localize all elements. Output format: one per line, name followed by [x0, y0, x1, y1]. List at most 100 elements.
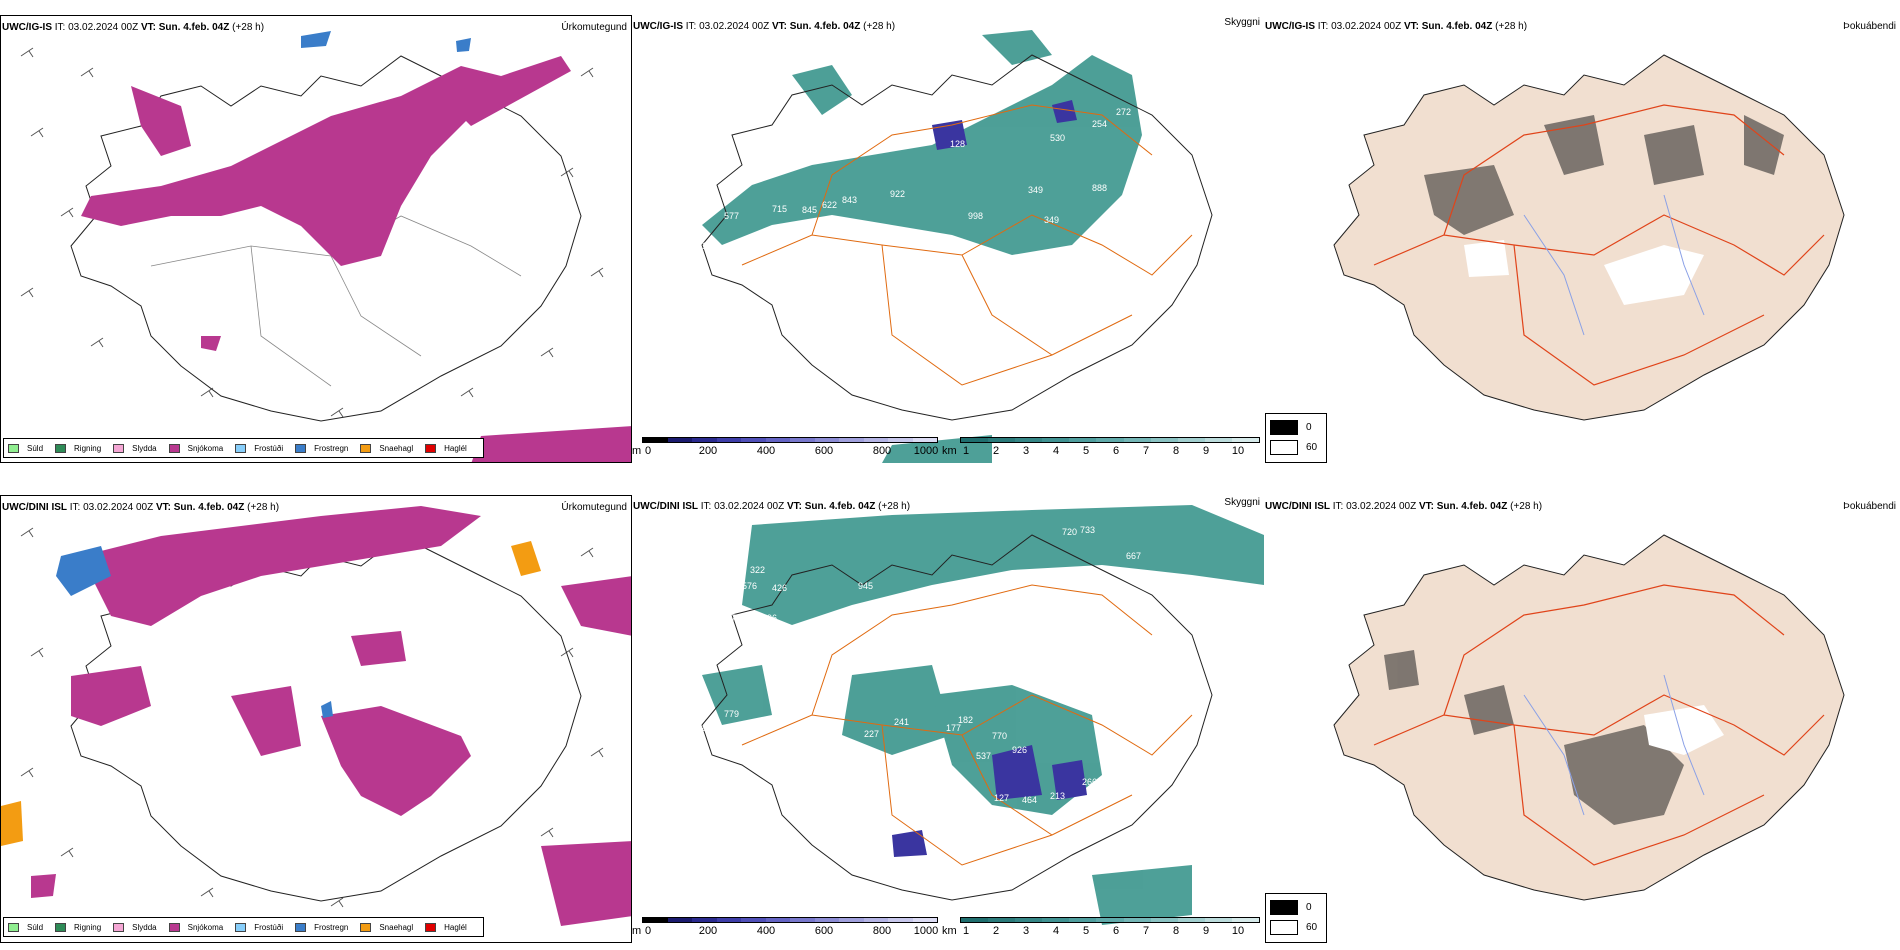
cloud-label: 55: [928, 865, 938, 875]
legend-label: Frostregn: [314, 922, 349, 932]
visibility-tick: 9: [1202, 445, 1210, 457]
glacier-patches: [1464, 240, 1704, 305]
cloud-base-tick: 800: [872, 445, 892, 457]
cloud-label: 426: [772, 583, 787, 593]
fog-panel-row1: UWC/IG-IS IT: 03.02.2024 00Z VT: Sun. 4.…: [1264, 15, 1900, 463]
cloud-label: 266: [1082, 777, 1097, 787]
cloud-label: 241: [894, 717, 909, 727]
fog-header-row1: UWC/IG-IS IT: 03.02.2024 00Z VT: Sun. 4.…: [1265, 21, 1527, 32]
cloud-title: Skyggni: [1224, 497, 1260, 508]
cloud-map-row2: 720 733 667 553 322 576 426 945 378 596 …: [692, 505, 1264, 925]
model-name: UWC/IG-IS: [1265, 21, 1315, 32]
visibility-tick: 3: [1022, 925, 1030, 937]
lead-time: (+28 h): [878, 501, 911, 512]
legend-label: Snaehagl: [379, 922, 414, 932]
valid-label: VT:: [1403, 21, 1419, 32]
legend-item: Snjókoma: [168, 922, 223, 932]
fog-title: Þokuábendi: [1843, 21, 1896, 32]
cloud-panel-row1: 386 128 530 541 254 272 314 922 843 622 …: [632, 15, 1264, 463]
fog-legend: 0 60: [1265, 893, 1327, 943]
freezing-rain-areas: [301, 31, 471, 52]
fog-swatch: [1270, 440, 1298, 455]
cloud-label: 541: [1134, 81, 1149, 91]
valid-time: Sun. 4.feb. 04Z: [173, 502, 245, 513]
valid-label: VT:: [771, 21, 787, 32]
model-name: UWC/DINI ISL: [2, 502, 67, 513]
cloud-base-gradient: [642, 917, 938, 923]
legend-label: Rigning: [74, 922, 102, 932]
river-lines: [1523, 194, 1705, 336]
legend-swatch: [360, 922, 372, 932]
cloud-label: 314: [1136, 153, 1151, 163]
cloud-base-tick: 0: [644, 445, 652, 457]
cloud-base-tick: 400: [756, 445, 776, 457]
legend-swatch: [168, 922, 180, 932]
cloud-header-row1: UWC/IG-IS IT: 03.02.2024 00Z VT: Sun. 4.…: [633, 21, 895, 32]
snow-areas: [81, 56, 631, 462]
legend-swatch: [55, 922, 67, 932]
fog-title: Þokuábendi: [1843, 501, 1896, 512]
cloud-label: 464: [1022, 795, 1037, 805]
legend-item: Súld: [8, 922, 43, 932]
cloud-label: 922: [890, 189, 905, 199]
legend-label: Rigning: [74, 443, 102, 453]
model-name: UWC/DINI ISL: [1265, 501, 1330, 512]
cloud-base-tick: 800: [872, 925, 892, 937]
valid-time: Sun. 4.feb. 04Z: [789, 21, 861, 32]
visibility-tick: 7: [1142, 925, 1150, 937]
visibility-tick: 6: [1112, 925, 1120, 937]
cloud-label: 720: [1062, 527, 1077, 537]
iceland-land: [1333, 54, 1845, 421]
river-lines: [1523, 674, 1705, 816]
visibility-areas: [702, 505, 1264, 925]
legend-item: Rigning: [55, 922, 102, 932]
fog-swatch: [1270, 900, 1298, 915]
visibility-colorbar: km 1 2 3 4 5 6 7 8 9 10: [942, 437, 1264, 461]
cloud-base-labels: 386 128 530 541 254 272 314 922 843 622 …: [702, 81, 1151, 251]
legend-label: Slydda: [132, 922, 157, 932]
cloud-base-gradient: [642, 437, 938, 443]
freezing-rain-areas: [56, 546, 333, 718]
cloud-label: 622: [822, 200, 837, 210]
precip-map-row1: [20, 31, 631, 462]
cloud-label: 128: [950, 139, 965, 149]
visibility-tick: 7: [1142, 445, 1150, 457]
cloud-label: 770: [992, 731, 1007, 741]
cloud-label: 213: [1050, 791, 1065, 801]
lead-time: (+28 h): [1510, 501, 1543, 512]
legend-swatch: [235, 443, 247, 453]
precip-map-row2: [1, 506, 631, 926]
cloud-map-row1: 386 128 530 541 254 272 314 922 843 622 …: [701, 30, 1213, 463]
cloud-label: 227: [864, 729, 879, 739]
cloud-label: 349: [1028, 185, 1043, 195]
visibility-tick: 5: [1082, 445, 1090, 457]
iceland-outline: [701, 534, 1213, 901]
cloud-label: 945: [858, 581, 873, 591]
cloud-label: 596: [762, 613, 777, 623]
visibility-gradient: [960, 917, 1260, 923]
cloud-header-row2: UWC/DINI ISL IT: 03.02.2024 00Z VT: Sun.…: [633, 501, 910, 512]
legend-item: Frostúði: [235, 922, 283, 932]
legend-item: Frostregn: [295, 922, 349, 932]
cloud-base-colorbar: m 0 200 400 600 800 1000: [632, 917, 942, 941]
precip-type-legend: Súld Rigning Slydda Snjókoma Frostúði Fr…: [3, 438, 484, 458]
cloud-label: 378: [726, 613, 741, 623]
cloud-label: 02: [848, 751, 858, 761]
cloud-label: 132: [702, 241, 717, 251]
cloud-label: 28: [974, 799, 984, 809]
cloud-title: Skyggni: [1224, 17, 1260, 28]
cloud-label: 177: [946, 723, 961, 733]
visibility-tick: 8: [1172, 925, 1180, 937]
cloud-label: 127: [994, 793, 1009, 803]
init-time: IT: 03.02.2024 00Z: [54, 22, 139, 33]
visibility-tick: 2: [992, 445, 1000, 457]
cloud-base-areas: [892, 745, 1087, 857]
cloud-label: 322: [750, 565, 765, 575]
init-time: IT: 03.02.2024 00Z: [685, 21, 770, 32]
valid-time: Sun. 4.feb. 04Z: [1436, 501, 1508, 512]
legend-swatch: [360, 443, 372, 453]
cloud-base-unit: m: [632, 445, 642, 457]
fog-header-row2: UWC/DINI ISL IT: 03.02.2024 00Z VT: Sun.…: [1265, 501, 1542, 512]
visibility-unit: km: [942, 925, 957, 937]
valid-time: Sun. 4.feb. 04Z: [158, 22, 230, 33]
